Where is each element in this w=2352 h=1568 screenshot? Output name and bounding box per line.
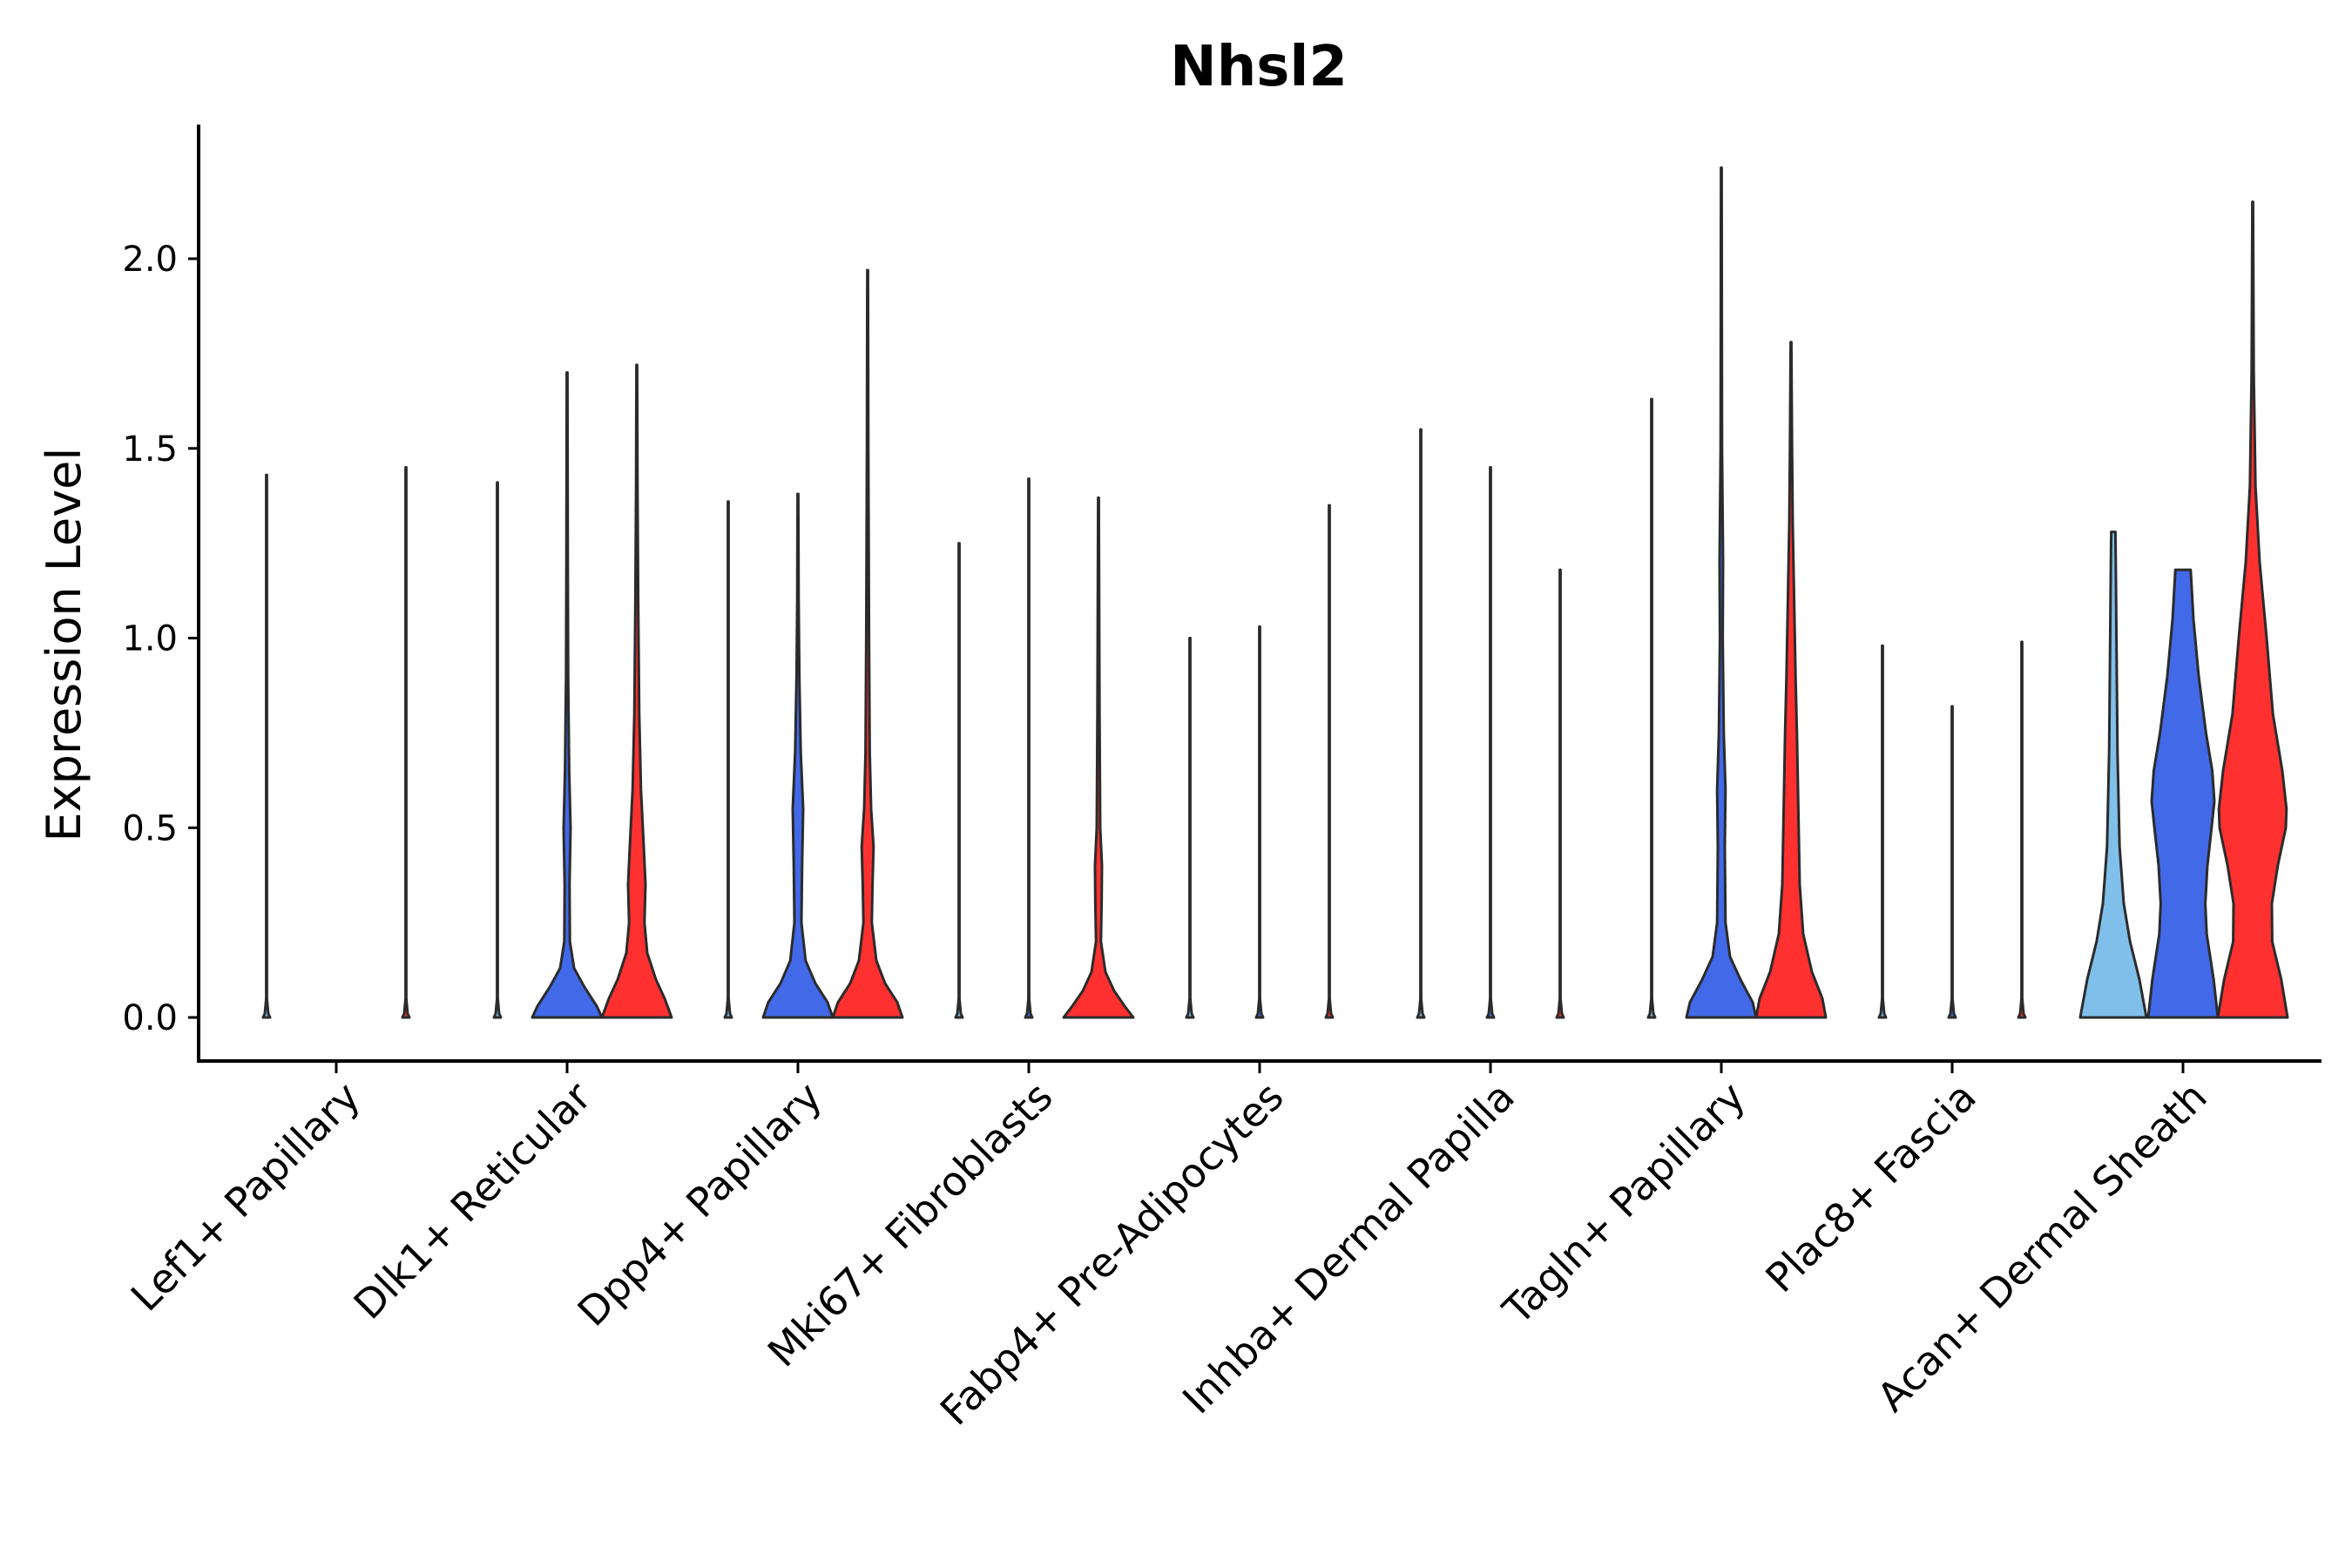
violin-1-2 [600,363,673,1019]
violin-3-2 [1062,496,1135,1019]
violin-2-2 [831,268,904,1019]
y-tick-label: 2.0 [122,240,178,280]
x-tick-label: Dlk1+ Reticular [345,1073,600,1328]
violin-6-0 [1646,397,1657,1019]
y-axis-label: Expression Level [37,448,91,842]
x-tick-label: Lef1+ Papillary [122,1073,369,1321]
x-tick-label: Dpp4+ Papillary [569,1073,831,1335]
violin-1-0 [492,481,503,1019]
violin-1-1 [531,371,604,1019]
x-tick-label: Plac8+ Fascia [1756,1073,1984,1301]
violin-7-0 [1877,644,1888,1019]
violin-7-1 [1947,705,1957,1019]
violin-0-2 [401,466,411,1019]
violin-5-2 [1555,568,1565,1019]
violin-3-1 [1024,477,1034,1019]
violin-4-0 [1185,637,1195,1019]
violin-8-0 [2078,531,2148,1019]
violin-5-0 [1416,428,1426,1019]
violin-2-1 [761,492,835,1019]
x-tick-label: Tagln+ Papillary [1493,1073,1754,1335]
y-tick-label: 0.0 [122,998,178,1038]
violin-4-2 [1324,504,1335,1019]
violin-0-0 [261,473,272,1019]
y-ticks: 0.0 0.5 1.0 1.5 2.0 [122,240,199,1038]
violin-8-2 [2216,200,2289,1019]
violin-4-1 [1254,625,1265,1019]
violin-2-0 [723,500,733,1019]
violin-7-2 [2017,640,2027,1019]
y-tick-label: 0.5 [122,808,178,848]
violin-3-0 [954,542,964,1019]
violin-6-1 [1685,166,1758,1019]
violin-5-1 [1485,466,1496,1019]
y-tick-label: 1.0 [122,619,178,659]
violin-8-1 [2146,568,2220,1019]
y-tick-label: 1.5 [122,429,178,470]
violin-6-2 [1754,341,1828,1019]
chart-title: Nhsl2 [1170,35,1348,99]
violins-layer [261,166,2289,1019]
